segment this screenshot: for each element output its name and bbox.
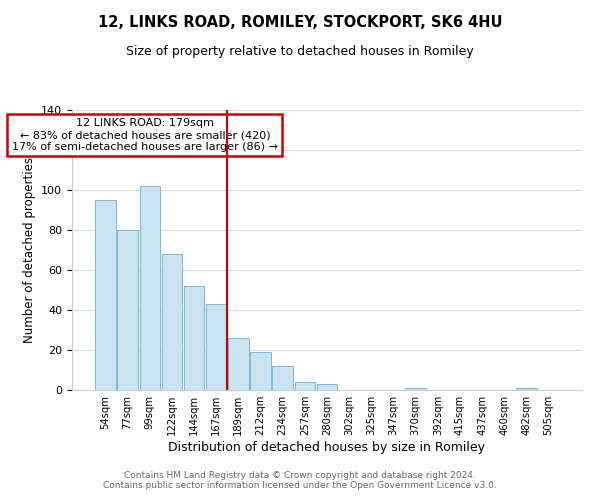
Bar <box>161 254 182 390</box>
Bar <box>228 338 248 390</box>
Bar <box>317 384 337 390</box>
Bar <box>118 230 138 390</box>
Bar <box>140 186 160 390</box>
Bar <box>95 200 116 390</box>
Bar <box>406 388 426 390</box>
Text: 12 LINKS ROAD: 179sqm
← 83% of detached houses are smaller (420)
17% of semi-det: 12 LINKS ROAD: 179sqm ← 83% of detached … <box>12 118 278 152</box>
Y-axis label: Number of detached properties: Number of detached properties <box>23 157 35 343</box>
Bar <box>206 304 226 390</box>
Text: Contains HM Land Registry data © Crown copyright and database right 2024.
Contai: Contains HM Land Registry data © Crown c… <box>103 470 497 490</box>
Bar <box>250 352 271 390</box>
Bar <box>184 286 204 390</box>
Bar <box>272 366 293 390</box>
Bar <box>295 382 315 390</box>
Text: 12, LINKS ROAD, ROMILEY, STOCKPORT, SK6 4HU: 12, LINKS ROAD, ROMILEY, STOCKPORT, SK6 … <box>98 15 502 30</box>
Text: Size of property relative to detached houses in Romiley: Size of property relative to detached ho… <box>126 45 474 58</box>
Bar <box>516 388 536 390</box>
X-axis label: Distribution of detached houses by size in Romiley: Distribution of detached houses by size … <box>169 441 485 454</box>
